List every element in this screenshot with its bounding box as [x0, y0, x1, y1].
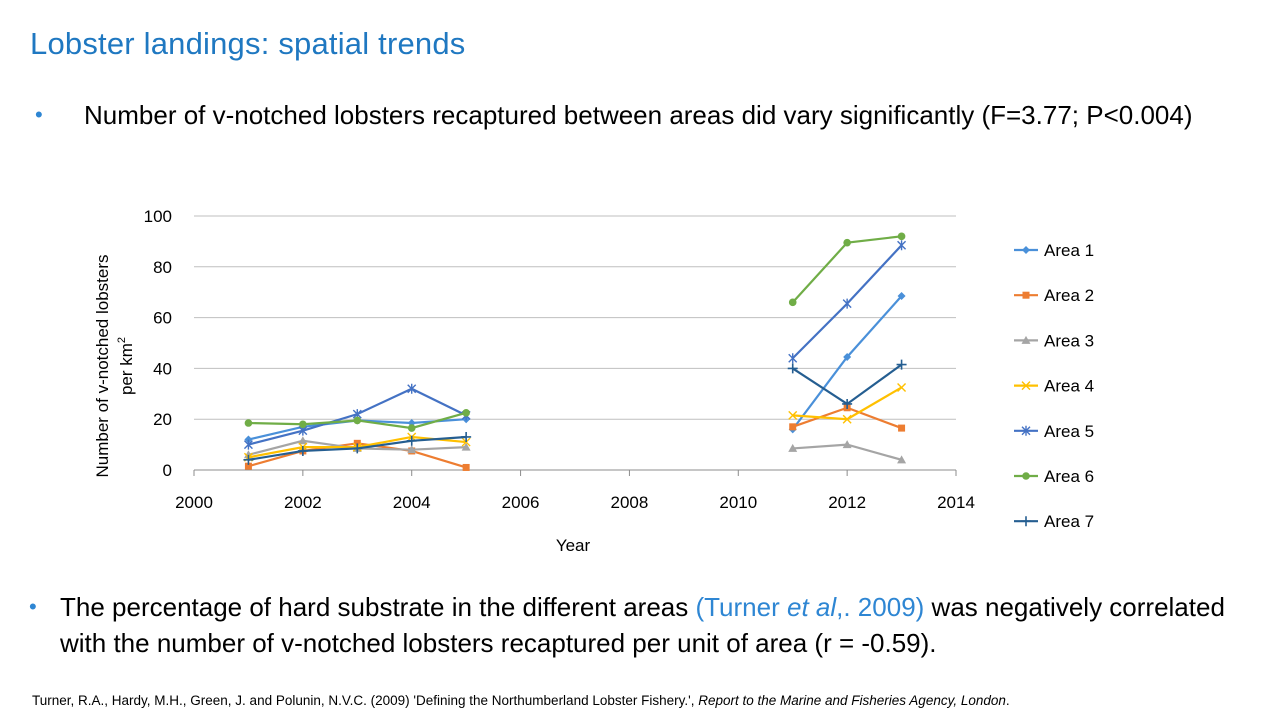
x-tick-label: 2012	[828, 493, 866, 512]
bullet-dot-icon: •	[35, 102, 43, 127]
reference-footnote: Turner, R.A., Hardy, M.H., Green, J. and…	[32, 693, 1010, 708]
data-point	[842, 440, 852, 449]
legend-item-area-5: Area 5	[1014, 422, 1094, 441]
data-point	[461, 442, 471, 451]
data-point	[842, 298, 852, 309]
x-axis-title: Year	[556, 536, 591, 555]
x-tick-label: 2014	[937, 493, 975, 512]
legend-item-area-6: Area 6	[1014, 467, 1094, 486]
legend-label: Area 1	[1044, 241, 1094, 260]
citation-link: (Turner et al,. 2009)	[695, 592, 924, 622]
legend-item-area-3: Area 3	[1014, 331, 1094, 350]
data-point	[298, 436, 308, 445]
data-point	[898, 424, 906, 432]
series-area-6	[244, 232, 906, 432]
data-point	[897, 240, 907, 251]
bullet-text-pre: The percentage of hard substrate in the …	[60, 592, 696, 622]
data-point	[462, 463, 470, 471]
data-point	[842, 398, 853, 409]
data-point	[243, 454, 254, 465]
y-axis-title-line1: Number of v-notched lobsters	[93, 255, 112, 478]
data-point	[843, 238, 851, 247]
data-point	[787, 363, 798, 374]
bullet-substrate-correlation: • The percentage of hard substrate in th…	[29, 589, 1270, 661]
legend-item-area-7: Area 7	[1014, 512, 1094, 531]
x-tick-label: 2006	[502, 493, 540, 512]
data-point	[462, 409, 470, 417]
legend-marker	[1021, 516, 1031, 527]
data-point	[244, 419, 253, 427]
legend-label: Area 3	[1044, 331, 1094, 350]
y-axis-title-line2: per km2	[116, 337, 136, 395]
legend-label: Area 7	[1044, 512, 1094, 531]
data-point	[789, 423, 797, 431]
data-point	[406, 435, 417, 446]
legend-label: Area 6	[1044, 467, 1094, 486]
citation-year: ,. 2009)	[836, 592, 925, 622]
legend-label: Area 4	[1044, 377, 1094, 396]
data-point	[788, 353, 798, 364]
legend-item-area-4: Area 4	[1014, 377, 1094, 396]
y-tick-label: 0	[163, 461, 172, 480]
reference-text: Turner, R.A., Hardy, M.H., Green, J. and…	[32, 693, 699, 708]
series-area-5	[243, 240, 907, 450]
y-tick-label: 60	[153, 309, 172, 328]
legend-marker	[1022, 246, 1030, 254]
data-point	[353, 439, 361, 447]
x-tick-label: 2000	[175, 493, 213, 512]
x-tick-label: 2004	[393, 493, 431, 512]
data-point	[299, 420, 307, 429]
x-tick-label: 2002	[284, 493, 322, 512]
y-tick-label: 80	[153, 258, 172, 277]
data-point	[897, 455, 907, 464]
legend-marker	[1021, 335, 1031, 344]
bullet-dot-icon: •	[29, 594, 37, 619]
citation-etal: et al	[786, 592, 837, 622]
data-point	[897, 382, 907, 392]
data-point	[297, 445, 308, 456]
reference-end: .	[1005, 693, 1010, 708]
data-point	[461, 431, 472, 442]
y-tick-label: 40	[153, 359, 172, 378]
legend-label: Area 5	[1044, 422, 1094, 441]
data-point	[788, 410, 798, 420]
y-axis-title-superscript: 2	[116, 337, 128, 343]
data-point	[461, 437, 471, 447]
data-point	[842, 414, 852, 424]
legend-marker	[1021, 381, 1031, 391]
data-point	[407, 424, 416, 432]
legend-label: Area 2	[1044, 286, 1094, 305]
data-point	[788, 298, 797, 307]
data-point	[407, 445, 417, 454]
legend-marker	[1022, 472, 1030, 480]
x-tick-label: 2008	[611, 493, 649, 512]
data-point	[897, 292, 906, 301]
legend-marker	[1022, 291, 1030, 299]
series-area-2	[244, 404, 906, 471]
data-point	[352, 443, 363, 454]
data-point	[353, 416, 362, 425]
y-tick-label: 20	[153, 410, 172, 429]
citation-author: (Turner	[695, 592, 787, 622]
bullet-anova-result: • Number of v-notched lobsters recapture…	[35, 97, 1254, 133]
data-point	[407, 383, 417, 394]
series-area-7	[243, 359, 907, 465]
legend-item-area-2: Area 2	[1014, 286, 1094, 305]
data-point	[788, 443, 798, 452]
data-point	[897, 232, 906, 241]
data-point	[843, 352, 852, 361]
bullet-text: Number of v-notched lobsters recaptured …	[84, 100, 1193, 130]
slide-title: Lobster landings: spatial trends	[30, 26, 466, 61]
bullet-text-post: was negatively correlated with the numbe…	[60, 592, 1225, 658]
data-point	[244, 462, 252, 470]
data-point	[243, 439, 253, 450]
data-point	[244, 435, 253, 444]
y-tick-label: 100	[144, 207, 172, 226]
legend-item-area-1: Area 1	[1014, 241, 1094, 260]
legend-marker	[1021, 425, 1031, 436]
data-point	[896, 359, 907, 370]
x-tick-label: 2010	[719, 493, 757, 512]
reference-publisher: Report to the Marine and Fisheries Agenc…	[698, 693, 1006, 708]
